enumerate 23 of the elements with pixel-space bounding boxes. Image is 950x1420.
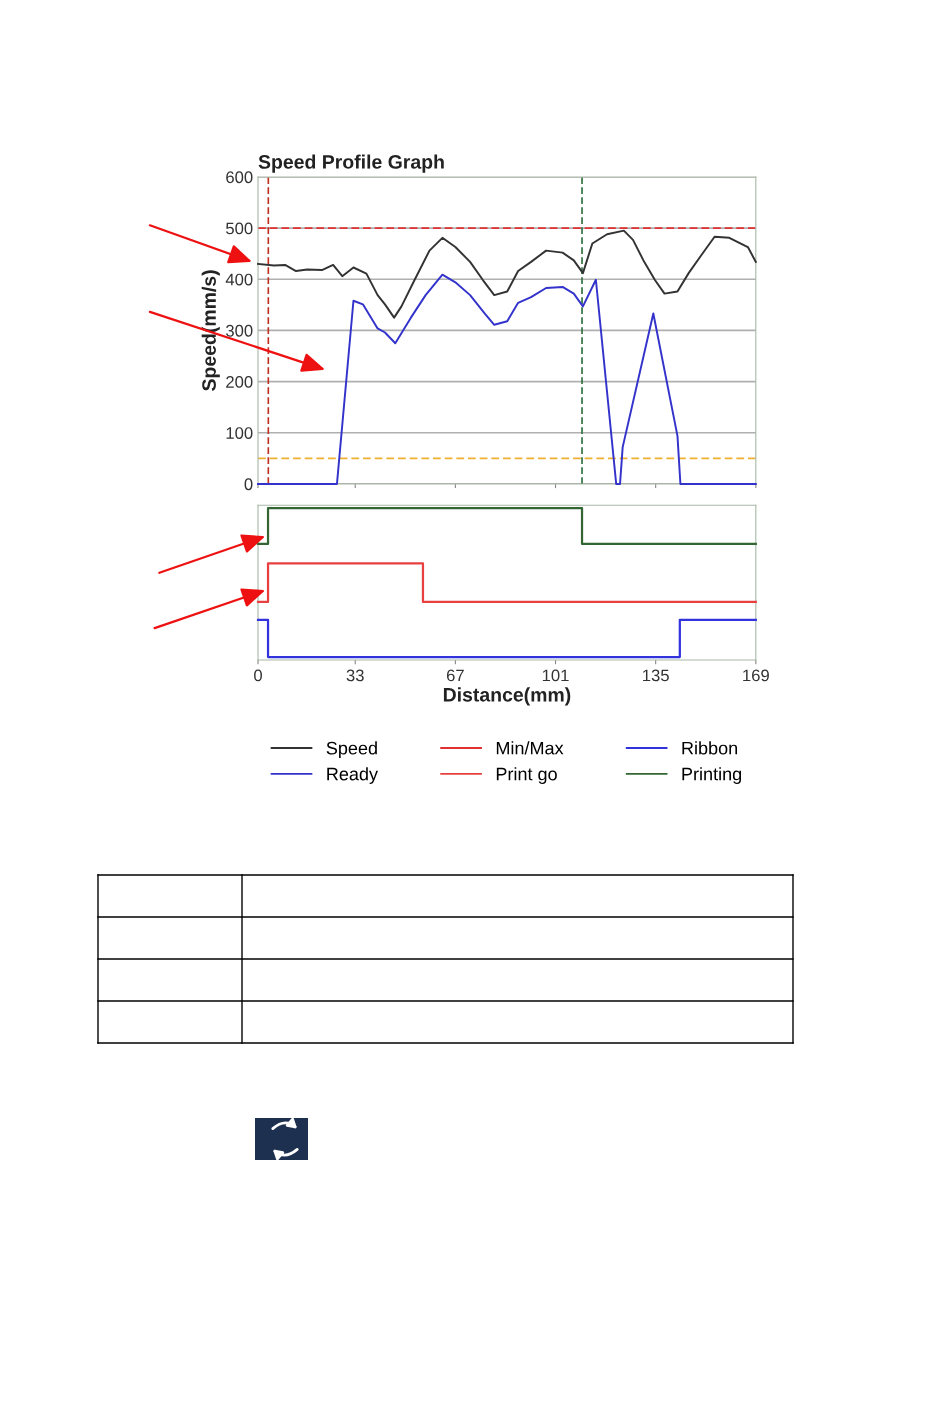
y-tick-label: 100 xyxy=(226,427,253,439)
y-axis-title: Speed(mm/s) xyxy=(201,270,220,391)
x-tick-label: 0 xyxy=(254,669,262,682)
y-tick-label: 300 xyxy=(225,324,253,337)
y-tick-label: 600 xyxy=(226,171,253,184)
legend-label: Speed xyxy=(326,741,377,759)
x-axis-title: Distance(mm) xyxy=(443,687,571,706)
y-tick-label: 500 xyxy=(226,222,253,235)
y-tick-label: 0 xyxy=(244,478,253,491)
x-tick-label: 67 xyxy=(446,669,464,682)
legend-label: Ribbon xyxy=(682,741,738,755)
legend-label: Min/Max xyxy=(496,741,564,755)
y-tick-label: 400 xyxy=(225,273,253,286)
legend-label: Printing xyxy=(682,767,742,784)
y-tick-label: 200 xyxy=(226,376,253,388)
legend-label: Print go xyxy=(496,767,557,784)
x-tick-label: 135 xyxy=(643,669,669,682)
x-tick-label: 101 xyxy=(542,669,569,682)
x-tick-label: 169 xyxy=(743,669,769,682)
x-tick-label: 33 xyxy=(346,669,364,682)
legend-label: Ready xyxy=(327,767,378,784)
chart-title: Speed Profile Graph xyxy=(258,154,444,173)
line-series xyxy=(257,229,757,319)
